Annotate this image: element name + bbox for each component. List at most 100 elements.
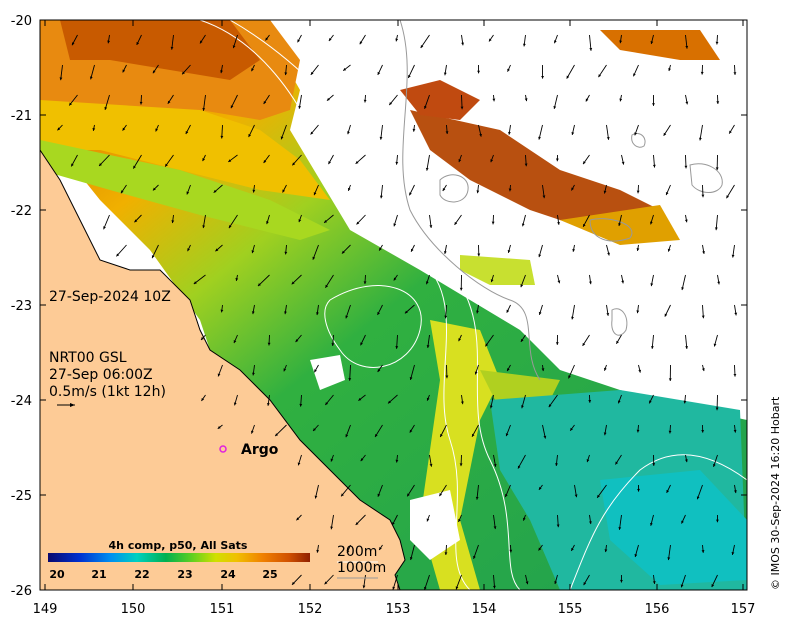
current-arrow-icon: [683, 394, 687, 404]
current-arrow-icon: [583, 574, 590, 586]
current-arrow-icon: [685, 94, 689, 105]
current-arrow-icon: [636, 304, 640, 314]
current-arrow-icon: [471, 424, 479, 438]
current-arrow-icon: [650, 34, 654, 45]
colorbar-tick: 22: [134, 568, 149, 581]
current-arrow-icon: [555, 154, 559, 162]
current-arrow-icon: [266, 394, 270, 406]
cloud-gap: [410, 490, 460, 560]
current-arrow-icon: [542, 424, 547, 439]
current-arrow-icon: [220, 124, 224, 139]
sst-yellow-band: [40, 100, 330, 200]
current-arrow-icon: [104, 94, 110, 111]
current-arrow-icon: [557, 274, 561, 284]
current-arrow-icon: [393, 214, 398, 227]
current-arrow-icon: [667, 544, 671, 561]
current-arrow-icon: [267, 334, 271, 346]
current-arrow-icon: [652, 154, 656, 168]
current-arrow-icon: [476, 184, 480, 194]
current-arrow-icon: [326, 94, 334, 102]
lat-tick-label: -26: [11, 584, 32, 599]
current-arrow-icon: [445, 364, 449, 379]
current-arrow-icon: [506, 364, 511, 372]
current-arrow-icon: [553, 94, 558, 110]
current-arrow-icon: [493, 514, 497, 530]
current-arrow-icon: [458, 154, 462, 163]
current-arrow-icon: [700, 64, 704, 75]
current-arrow-icon: [200, 334, 206, 341]
argo-float-marker[interactable]: [219, 445, 227, 453]
current-arrow-icon: [621, 154, 625, 165]
current-arrow-icon: [445, 124, 449, 135]
current-vectors: [57, 34, 738, 590]
current-arrow-icon: [330, 514, 334, 530]
current-arrow-icon: [538, 544, 543, 551]
current-arrow-icon: [328, 154, 334, 165]
current-arrow-icon: [185, 124, 191, 135]
current-arrow-icon: [391, 514, 398, 526]
current-arrow-icon: [619, 34, 623, 44]
sst-warm-patch-small: [400, 80, 480, 120]
current-arrow-icon: [388, 94, 398, 106]
contour-east: [569, 454, 747, 590]
current-arrow-icon: [603, 184, 607, 194]
current-arrow-icon: [251, 244, 255, 254]
current-arrow-icon: [395, 34, 399, 42]
current-arrow-icon: [538, 304, 543, 315]
current-arrow-icon: [280, 124, 287, 140]
lon-tick-label: 153: [386, 602, 411, 617]
contour-label-1000m: 1000m: [337, 560, 386, 576]
current-arrow-icon: [330, 454, 334, 462]
current-arrow-icon: [731, 244, 735, 258]
lat-tick-label: -20: [11, 14, 32, 29]
current-arrow-icon: [310, 124, 319, 135]
current-arrow-icon: [603, 364, 607, 371]
current-arrow-icon: [297, 454, 302, 466]
current-arrow-icon: [325, 274, 334, 289]
current-arrow-icon: [215, 244, 223, 252]
current-arrow-icon: [312, 244, 319, 260]
current-arrow-icon: [331, 334, 335, 346]
current-arrow-icon: [295, 334, 302, 343]
current-arrow-icon: [257, 274, 270, 287]
current-arrow-icon: [362, 574, 366, 589]
lon-tick-label: 154: [472, 602, 497, 617]
current-arrow-icon: [488, 34, 494, 42]
current-arrow-icon: [490, 154, 494, 163]
scale-arrow-icon: [57, 403, 75, 407]
valid-time-label: 27-Sep-2024 10Z: [49, 289, 171, 305]
current-arrow-icon: [443, 244, 447, 255]
contour-label-200m: 200m: [337, 544, 377, 560]
current-arrow-icon: [524, 94, 528, 102]
current-arrow-icon: [298, 214, 302, 223]
current-arrow-icon: [263, 94, 270, 105]
current-arrow-icon: [377, 484, 383, 497]
contour-offshore-1: [399, 20, 541, 381]
current-arrow-icon: [70, 154, 78, 167]
current-arrow-icon: [181, 64, 191, 75]
reef-contour: [589, 218, 633, 242]
current-arrow-icon: [582, 334, 590, 347]
colorbar-tick: 24: [220, 568, 236, 581]
current-arrow-icon: [235, 274, 239, 281]
current-arrow-icon: [650, 274, 654, 287]
current-arrow-icon: [698, 124, 703, 141]
current-arrow-icon: [538, 244, 543, 258]
current-arrow-icon: [541, 64, 545, 79]
current-arrow-icon: [504, 484, 511, 498]
current-arrow-icon: [604, 544, 608, 553]
current-arrow-icon: [636, 244, 640, 252]
current-arrow-icon: [478, 124, 482, 137]
current-arrow-icon: [263, 154, 270, 164]
current-arrow-icon: [716, 94, 720, 104]
current-arrow-icon: [442, 184, 447, 192]
contour-loop: [324, 285, 422, 368]
contour-200m: [199, 20, 471, 590]
sst-field: [40, 20, 747, 590]
current-arrow-icon: [571, 124, 575, 136]
colorbar-tick: 25: [262, 568, 277, 581]
current-arrow-icon: [571, 304, 575, 320]
current-arrow-icon: [356, 214, 366, 225]
lat-tick-label: -25: [11, 489, 32, 504]
current-arrow-icon: [568, 364, 575, 379]
